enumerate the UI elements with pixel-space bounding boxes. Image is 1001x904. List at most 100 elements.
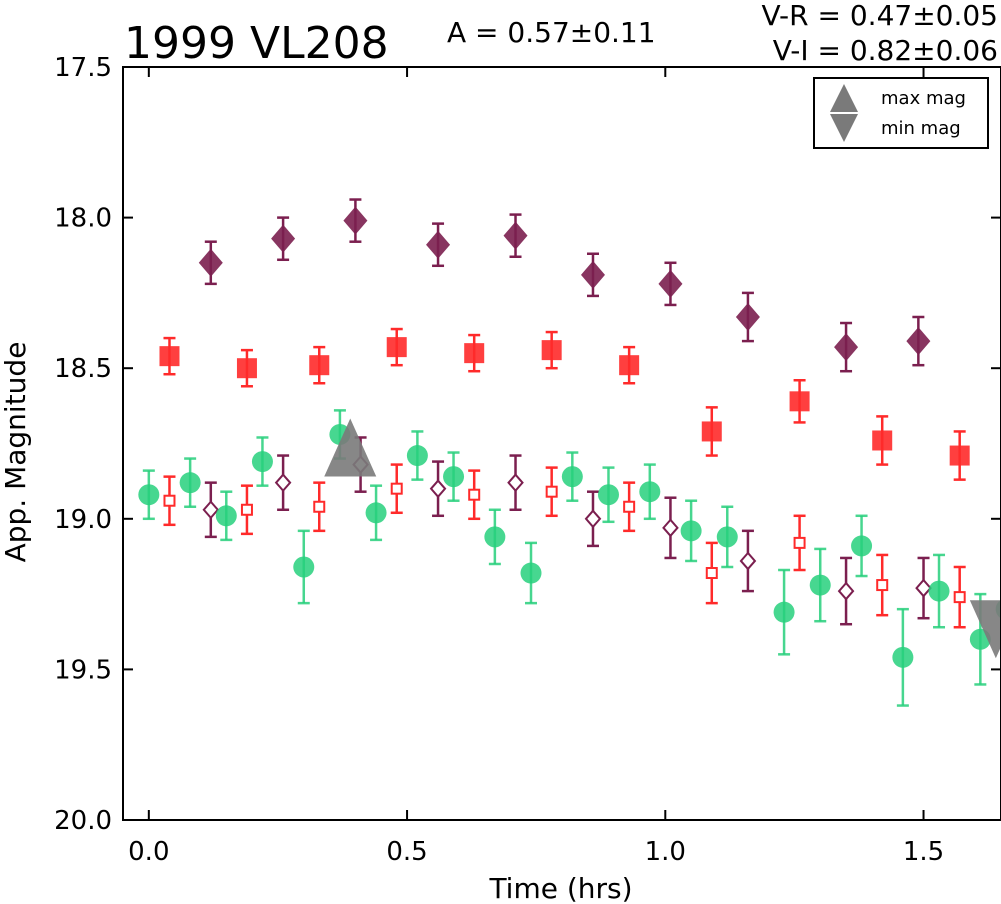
data-point (662, 496, 679, 560)
data-point (138, 469, 160, 521)
data-point (215, 490, 237, 542)
open-diamond-marker (429, 479, 447, 499)
circle-marker (520, 562, 542, 584)
x-tick-label: 1.5 (903, 837, 944, 867)
data-point (789, 378, 810, 424)
y-tick-label: 19.0 (54, 505, 112, 535)
open-square-marker (240, 503, 253, 516)
diamond-marker (198, 248, 223, 277)
data-point (619, 345, 640, 385)
circle-marker (179, 472, 201, 494)
y-axis-label: App. Magnitude (0, 342, 32, 563)
data-point (623, 481, 636, 533)
open-diamond-marker (584, 509, 602, 529)
diamond-marker (906, 327, 931, 356)
data-point (876, 553, 889, 617)
open-diamond-marker (202, 500, 220, 520)
square-marker (789, 391, 810, 412)
data-point (406, 430, 428, 481)
square-marker (236, 358, 257, 379)
diamond-marker (271, 224, 296, 253)
circle-marker (293, 556, 315, 578)
data-point (507, 454, 524, 512)
circle-marker (773, 601, 795, 623)
axes-layer: 0.0 0.5 1.0 1.5 17.5 18.0 18.5 19.0 19.5 20.0 (54, 53, 1001, 867)
data-point (735, 291, 760, 343)
diamond-marker (735, 302, 760, 331)
plot-layer (138, 198, 1001, 707)
square-marker (386, 337, 407, 358)
square-marker (541, 340, 562, 361)
data-point (949, 430, 970, 481)
data-point (541, 330, 562, 370)
circle-marker (851, 535, 873, 557)
open-diamond-marker (662, 518, 679, 538)
v-r-annotation: V-R = 0.47±0.05 (762, 0, 998, 32)
circle-marker (484, 526, 506, 548)
data-point (309, 345, 330, 385)
open-square-marker (313, 500, 326, 513)
data-point (906, 315, 931, 367)
data-point (837, 556, 855, 626)
data-point (739, 529, 757, 593)
data-point (198, 240, 223, 286)
max-mag-triangle-marker (324, 418, 377, 477)
min-mag-triangle-marker (969, 600, 1001, 659)
open-square-marker (876, 579, 889, 592)
data-point (429, 460, 447, 518)
open-square-marker (953, 591, 966, 604)
chart-title: 1999 VL208 (124, 18, 389, 69)
v-i-annotation: V-I = 0.82±0.06 (773, 34, 998, 67)
data-point (390, 463, 403, 515)
open-diamond-marker (507, 473, 524, 493)
circle-marker (639, 481, 661, 503)
data-point (468, 469, 481, 521)
diamond-marker (580, 260, 605, 289)
open-square-marker (623, 500, 636, 513)
y-tick-label: 18.5 (54, 354, 112, 384)
x-tick-label: 1.0 (645, 837, 686, 867)
diamond-marker (343, 206, 368, 235)
data-point (236, 348, 257, 388)
data-point (716, 505, 738, 569)
square-marker (464, 343, 485, 364)
data-point (580, 252, 605, 298)
data-point (426, 222, 451, 268)
data-point (584, 490, 602, 548)
square-marker (309, 355, 330, 376)
circle-marker (892, 646, 914, 668)
data-point (561, 451, 583, 502)
legend-max-mag-triangle-icon (830, 84, 858, 112)
data-point (872, 415, 893, 466)
open-diamond-marker (274, 473, 292, 493)
data-point (179, 457, 201, 509)
data-point (953, 565, 966, 629)
amplitude-annotation: A = 0.57±0.11 (447, 16, 656, 49)
diamond-marker (503, 221, 528, 250)
circle-marker (680, 520, 702, 542)
circle-marker (443, 466, 465, 488)
data-point (274, 454, 292, 512)
y-tick-label: 18.0 (54, 204, 112, 234)
data-point (773, 568, 795, 656)
data-point (928, 553, 950, 629)
square-marker (872, 430, 893, 451)
circle-marker (251, 451, 273, 473)
data-point (163, 475, 176, 527)
circle-marker (561, 466, 583, 488)
open-square-marker (163, 494, 176, 507)
data-point (251, 436, 273, 487)
data-point (159, 336, 180, 376)
data-point (503, 213, 528, 259)
open-square-marker (793, 536, 806, 549)
data-point (202, 481, 220, 539)
circle-marker (716, 526, 738, 548)
legend: max mag min mag (813, 77, 989, 149)
diamond-marker (658, 269, 683, 298)
diamond-marker (834, 333, 859, 362)
circle-marker (406, 445, 428, 467)
data-point (484, 508, 506, 566)
data-point (443, 451, 465, 502)
legend-min-mag-triangle-icon (830, 114, 858, 142)
